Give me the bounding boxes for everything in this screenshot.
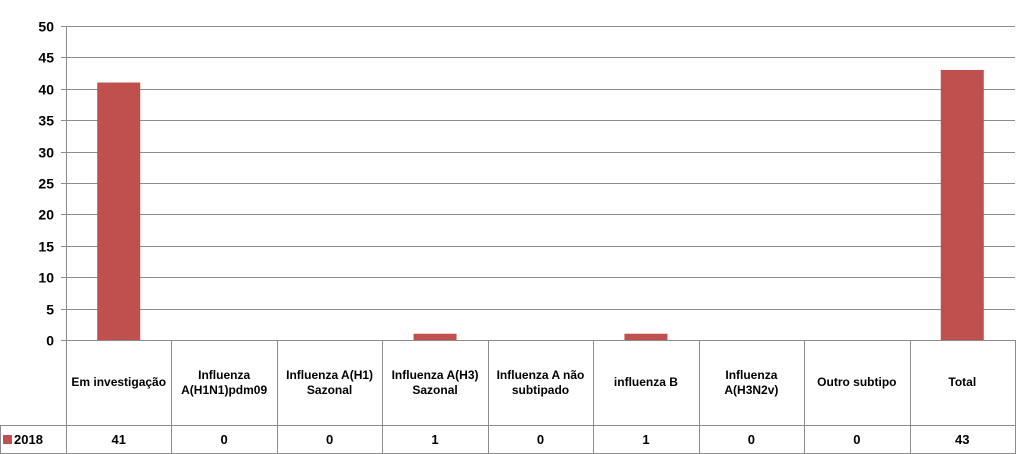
x-category-label: Influenza A(H1N1)pdm09 bbox=[181, 367, 268, 397]
x-category-label: Influenza A(H3) Sazonal bbox=[391, 367, 479, 397]
y-tick-label: 45 bbox=[38, 50, 54, 66]
table-value-cell: 0 bbox=[536, 432, 545, 447]
x-category-label: Em investigação bbox=[71, 375, 167, 389]
table-value-cell: 0 bbox=[747, 432, 755, 447]
x-category-label: Total bbox=[948, 375, 977, 389]
legend-entry: 2018 bbox=[1, 426, 66, 453]
bar bbox=[413, 333, 457, 340]
x-category-label: Influenza A(H3N2v) bbox=[724, 367, 779, 397]
y-tick-label: 0 bbox=[46, 333, 54, 349]
legend-label: 2018 bbox=[14, 432, 43, 447]
y-tick-label: 20 bbox=[38, 207, 54, 223]
y-tick-label: 35 bbox=[38, 113, 54, 129]
table-value-cell: 41 bbox=[111, 432, 126, 447]
x-category-label: Influenza A não subtipado bbox=[496, 367, 585, 397]
y-tick-label: 15 bbox=[38, 239, 54, 255]
table-value-cell: 0 bbox=[325, 432, 334, 447]
y-tick-label: 50 bbox=[38, 19, 54, 35]
x-category-label: influenza B bbox=[613, 375, 678, 389]
table-value-cell: 1 bbox=[642, 432, 650, 447]
bar bbox=[940, 69, 984, 341]
table-value-cell: 0 bbox=[853, 432, 861, 447]
table-value-cell: 0 bbox=[220, 432, 228, 447]
y-tick-label: 10 bbox=[38, 270, 54, 286]
x-category-label: Outro subtipo bbox=[817, 375, 897, 389]
bar bbox=[97, 82, 141, 341]
x-category-label: Influenza A(H1) Sazonal bbox=[286, 367, 374, 397]
table-value-cell: 1 bbox=[431, 432, 439, 447]
bar bbox=[624, 333, 668, 340]
y-tick-label: 40 bbox=[38, 82, 54, 98]
y-tick-label: 25 bbox=[38, 176, 54, 192]
legend-swatch bbox=[3, 435, 12, 444]
y-tick-label: 5 bbox=[46, 302, 54, 318]
y-tick-label: 30 bbox=[38, 145, 54, 161]
table-value-cell: 43 bbox=[955, 432, 970, 447]
